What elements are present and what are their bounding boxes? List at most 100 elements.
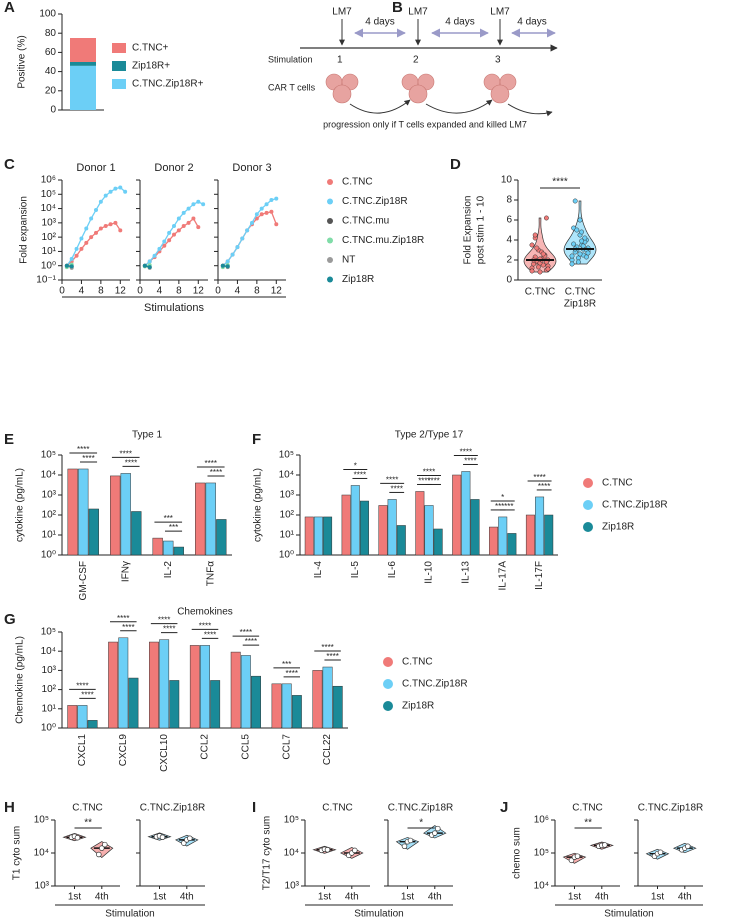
x-tick-label: IL-17F	[534, 561, 545, 590]
y-tick-label: 10³	[42, 490, 57, 501]
chart-title: Type 2/Type 17	[395, 430, 464, 441]
x-axis-label: Stimulation	[604, 909, 653, 920]
marker-label: LM7	[490, 7, 510, 18]
row-label: CAR T cells	[268, 82, 316, 92]
significance-label: **	[495, 502, 501, 511]
data-point	[543, 215, 549, 221]
y-tick-label: 10²	[42, 232, 57, 243]
facet-title: Donor 3	[232, 162, 271, 174]
significance-label: ****	[390, 485, 402, 494]
x-tick-label: 12	[271, 286, 283, 297]
data-point	[94, 230, 98, 235]
y-tick-label: 10⁶	[41, 175, 56, 186]
data-point	[230, 252, 235, 257]
legend-label: C.TNC.Zip18R	[602, 500, 668, 511]
x-tick-label: C.TNC	[525, 287, 556, 298]
legend-swatch	[112, 61, 126, 71]
bar	[359, 500, 369, 556]
y-tick-label: 10⁵	[41, 189, 56, 200]
y-tick-label: 10¹	[42, 246, 57, 257]
x-tick-label: 4	[157, 286, 163, 297]
y-tick-label: 10⁶	[534, 815, 549, 826]
y-tick-label: 10²	[280, 510, 295, 521]
significance-label: ***	[164, 514, 173, 523]
bar	[216, 519, 227, 556]
x-tick-label: 0	[215, 286, 221, 297]
bar	[128, 677, 139, 729]
legend-marker	[383, 701, 393, 711]
x-tick-label: GM-CSF	[78, 561, 89, 600]
data-point	[142, 263, 147, 268]
y-tick-label: 80	[45, 28, 57, 39]
bar	[535, 496, 545, 556]
legend-label: C.TNC.Zip18R	[402, 679, 468, 690]
x-tick-label: 8	[98, 286, 104, 297]
x-tick-label: 4th	[95, 892, 109, 903]
data-point	[583, 254, 589, 260]
x-axis-label: Stimulation	[105, 909, 154, 920]
data-point	[157, 246, 162, 251]
y-axis-label: Fold expansion	[19, 196, 30, 264]
data-point	[571, 241, 577, 247]
data-point	[89, 235, 94, 240]
y-tick-label: 100	[39, 9, 56, 20]
x-tick-label: CCL7	[281, 734, 292, 760]
series-line	[66, 222, 121, 267]
bar	[159, 639, 170, 729]
significance-label: ****	[286, 669, 298, 678]
significance-label: ****	[158, 616, 170, 625]
data-point	[579, 229, 585, 235]
significance-label: *	[501, 493, 504, 502]
data-point	[254, 212, 259, 217]
bar	[240, 655, 251, 729]
legend-label: C.TNC.mu.Zip18R	[342, 235, 424, 246]
interval-label: 4 days	[517, 17, 546, 28]
data-point	[269, 209, 274, 214]
y-tick-label: 10⁵	[34, 815, 49, 826]
significance-label: **	[584, 818, 592, 829]
legend-label: Zip18R	[602, 522, 634, 533]
data-point	[186, 220, 191, 225]
data-point	[324, 847, 331, 853]
data-point	[167, 238, 172, 243]
x-tick-label: 4th	[428, 892, 442, 903]
stim-number: 3	[495, 55, 501, 66]
data-point	[435, 825, 441, 832]
y-tick-label: 10³	[42, 217, 57, 228]
data-point	[196, 199, 201, 204]
data-point	[147, 265, 152, 270]
data-point	[84, 226, 89, 231]
data-point	[245, 228, 250, 233]
data-point	[574, 853, 581, 859]
bar	[271, 683, 282, 729]
y-tick-label: 10¹	[280, 530, 295, 541]
facet-title: Donor 1	[76, 162, 115, 174]
panel-letter: E	[4, 431, 14, 448]
significance-label: ****	[464, 457, 476, 466]
data-point	[113, 186, 118, 191]
data-point	[254, 216, 259, 221]
y-tick-label: 10	[501, 175, 513, 186]
data-point	[172, 232, 176, 237]
legend-marker	[327, 218, 333, 224]
data-point	[98, 199, 103, 204]
legend-marker	[327, 179, 333, 185]
bar-segment	[70, 62, 96, 66]
significance-label: ****	[423, 468, 435, 477]
y-tick-label: 10²	[42, 510, 57, 521]
bar	[149, 641, 159, 729]
legend-marker	[327, 276, 333, 283]
data-point	[176, 228, 181, 233]
data-point	[432, 830, 438, 836]
facet-title: C.TNC.Zip18R	[388, 803, 454, 814]
significance-label: ****	[552, 177, 568, 188]
legend-marker	[383, 679, 393, 689]
bar	[498, 516, 508, 556]
data-point	[94, 207, 98, 212]
significance-label: ***	[169, 523, 178, 532]
significance-label: ****	[245, 637, 257, 646]
y-tick-label: 8	[506, 195, 512, 206]
panel-letter: G	[4, 611, 16, 628]
y-tick-label: 10⁻¹	[36, 275, 56, 286]
facet-title: C.TNC	[322, 803, 353, 814]
